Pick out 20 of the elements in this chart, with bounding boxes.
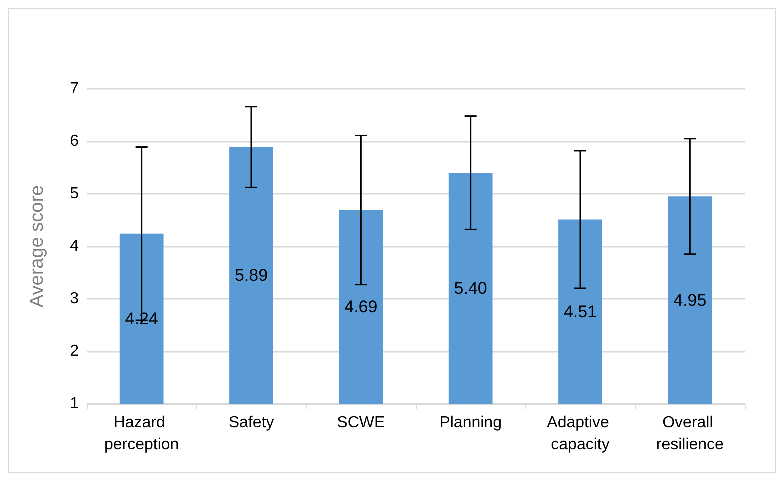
x-tick-label: Safety xyxy=(228,414,274,432)
x-tick-label: Planning xyxy=(440,414,502,432)
y-axis-title: Average score xyxy=(27,185,48,308)
y-tick-label: 2 xyxy=(70,343,80,360)
x-tick-label: Overall resilience xyxy=(656,414,724,454)
data-label: 5.89 xyxy=(234,266,268,286)
y-tick-label: 6 xyxy=(70,133,80,150)
x-tick-label: Hazard perception xyxy=(104,414,180,454)
y-tick-label: 7 xyxy=(70,80,80,98)
x-tick-label: SCWE xyxy=(337,414,386,432)
y-tick-label: 4 xyxy=(70,238,80,255)
x-tick-label: Adaptive capacity xyxy=(547,414,614,454)
data-label: 4.51 xyxy=(564,302,598,322)
data-label: 5.40 xyxy=(454,279,488,298)
y-tick-label: 1 xyxy=(70,396,80,412)
data-label: 4.69 xyxy=(344,298,378,317)
data-label: 4.95 xyxy=(674,290,707,310)
y-tick-label: 3 xyxy=(70,290,80,308)
data-label: 4.24 xyxy=(125,309,158,328)
y-tick-label: 5 xyxy=(70,186,80,202)
